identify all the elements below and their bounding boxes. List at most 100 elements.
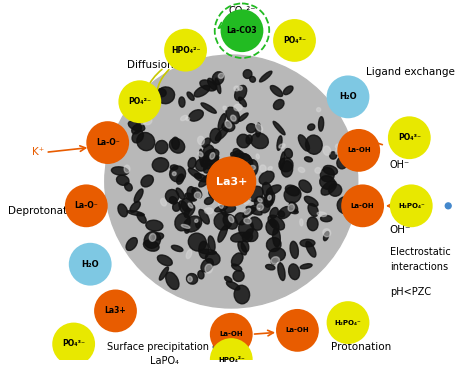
Ellipse shape (149, 234, 156, 241)
Ellipse shape (214, 185, 222, 189)
Text: pH<PZC: pH<PZC (390, 287, 431, 297)
Ellipse shape (319, 176, 335, 190)
Ellipse shape (224, 171, 238, 185)
Ellipse shape (266, 185, 281, 194)
Text: LaPO₄: LaPO₄ (150, 355, 179, 366)
Ellipse shape (146, 220, 163, 231)
Ellipse shape (214, 212, 232, 230)
Circle shape (65, 184, 108, 227)
Text: Protonation: Protonation (331, 342, 392, 352)
Circle shape (164, 29, 207, 72)
Ellipse shape (156, 87, 174, 104)
Ellipse shape (185, 193, 196, 201)
Ellipse shape (298, 167, 305, 173)
Ellipse shape (118, 204, 128, 217)
Ellipse shape (233, 151, 244, 162)
Ellipse shape (179, 201, 189, 215)
Ellipse shape (235, 85, 246, 101)
Ellipse shape (157, 89, 166, 97)
Ellipse shape (227, 281, 240, 290)
Text: La3+: La3+ (216, 177, 247, 187)
Text: HPO₄²⁻: HPO₄²⁻ (218, 357, 245, 362)
Ellipse shape (228, 183, 237, 195)
Ellipse shape (230, 115, 236, 121)
Ellipse shape (308, 204, 318, 216)
Ellipse shape (212, 72, 224, 85)
Ellipse shape (263, 183, 273, 199)
Ellipse shape (192, 188, 202, 198)
Ellipse shape (307, 217, 318, 231)
Circle shape (94, 290, 137, 332)
Ellipse shape (199, 209, 210, 224)
Ellipse shape (271, 258, 276, 264)
Ellipse shape (211, 178, 219, 187)
Ellipse shape (183, 216, 202, 232)
Ellipse shape (265, 265, 275, 270)
Circle shape (327, 75, 369, 118)
Ellipse shape (136, 111, 144, 123)
Ellipse shape (234, 168, 243, 176)
Ellipse shape (266, 238, 281, 252)
Ellipse shape (219, 183, 236, 192)
Ellipse shape (320, 215, 332, 222)
Ellipse shape (245, 229, 258, 241)
Ellipse shape (235, 197, 243, 204)
Circle shape (390, 184, 433, 227)
Ellipse shape (204, 208, 213, 214)
Ellipse shape (321, 181, 337, 195)
Text: interactions: interactions (390, 262, 448, 272)
Ellipse shape (279, 144, 285, 148)
Ellipse shape (255, 124, 263, 131)
Ellipse shape (323, 146, 331, 155)
Ellipse shape (241, 241, 249, 252)
Ellipse shape (194, 192, 201, 199)
Ellipse shape (169, 197, 177, 204)
Ellipse shape (225, 206, 236, 213)
Ellipse shape (270, 85, 283, 96)
Ellipse shape (246, 206, 262, 215)
Ellipse shape (144, 118, 152, 125)
Ellipse shape (243, 70, 252, 78)
Ellipse shape (201, 103, 216, 113)
Ellipse shape (235, 164, 245, 173)
Ellipse shape (225, 183, 230, 190)
Ellipse shape (231, 232, 250, 242)
Ellipse shape (228, 157, 245, 169)
Ellipse shape (177, 174, 184, 184)
Ellipse shape (218, 225, 228, 242)
Ellipse shape (240, 154, 253, 170)
Ellipse shape (227, 174, 236, 188)
Ellipse shape (188, 158, 196, 169)
Ellipse shape (200, 149, 204, 166)
Ellipse shape (234, 285, 250, 304)
Ellipse shape (186, 273, 198, 284)
Ellipse shape (223, 166, 240, 182)
Ellipse shape (237, 167, 246, 177)
Ellipse shape (198, 271, 204, 279)
Ellipse shape (117, 175, 129, 185)
Ellipse shape (234, 104, 242, 111)
Ellipse shape (125, 183, 132, 191)
Ellipse shape (176, 188, 185, 199)
Ellipse shape (258, 198, 262, 202)
Ellipse shape (144, 240, 159, 251)
Ellipse shape (137, 213, 146, 223)
Ellipse shape (141, 119, 146, 124)
Ellipse shape (264, 191, 274, 207)
Ellipse shape (219, 183, 230, 194)
Circle shape (337, 129, 380, 172)
Ellipse shape (186, 117, 190, 121)
Ellipse shape (259, 71, 272, 82)
Text: La-OH: La-OH (347, 147, 371, 153)
Ellipse shape (238, 113, 248, 121)
Ellipse shape (111, 167, 128, 175)
Ellipse shape (328, 184, 342, 196)
Text: OH⁻: OH⁻ (390, 160, 410, 170)
Circle shape (388, 116, 431, 159)
Ellipse shape (229, 162, 242, 178)
Ellipse shape (187, 92, 194, 100)
Ellipse shape (194, 173, 208, 182)
Ellipse shape (232, 264, 242, 271)
Ellipse shape (219, 200, 223, 208)
Ellipse shape (195, 159, 208, 171)
